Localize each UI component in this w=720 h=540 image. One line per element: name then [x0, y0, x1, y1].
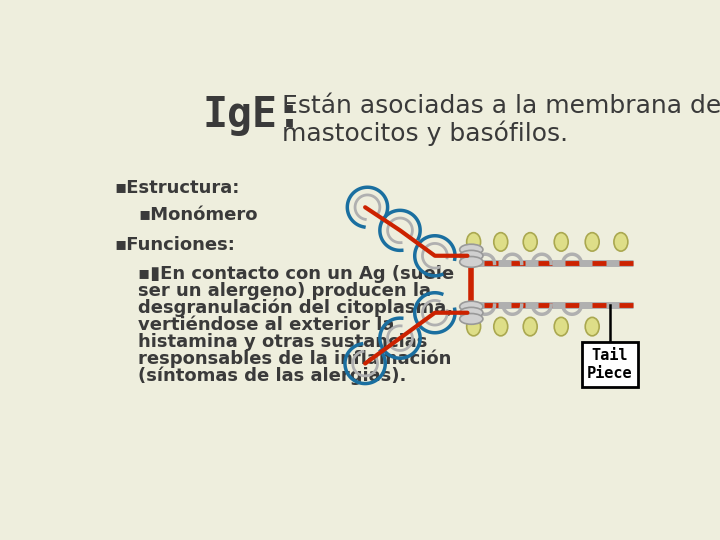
Text: vertiéndose al exterior la: vertiéndose al exterior la — [138, 316, 395, 334]
Text: ▪Funciones:: ▪Funciones: — [114, 236, 235, 254]
Text: desgranulación del citoplasma,: desgranulación del citoplasma, — [138, 299, 453, 318]
Text: ▪▮En contacto con un Ag (suele: ▪▮En contacto con un Ag (suele — [138, 265, 454, 283]
Text: ser un alergeno) producen la: ser un alergeno) producen la — [138, 282, 431, 300]
Text: ▪Monómero: ▪Monómero — [138, 206, 258, 224]
Ellipse shape — [459, 301, 483, 312]
Ellipse shape — [494, 318, 508, 336]
Text: mastocitos y basófilos.: mastocitos y basófilos. — [282, 120, 568, 146]
Text: IgE:: IgE: — [202, 94, 302, 136]
Bar — [582, 342, 638, 387]
Ellipse shape — [585, 233, 599, 251]
Ellipse shape — [459, 256, 483, 267]
Text: Tail
Piece: Tail Piece — [588, 348, 633, 381]
Ellipse shape — [554, 233, 568, 251]
Text: responsables de la inflamación: responsables de la inflamación — [138, 350, 451, 368]
Ellipse shape — [467, 233, 481, 251]
Ellipse shape — [554, 318, 568, 336]
Text: histamina y otras sustancias: histamina y otras sustancias — [138, 333, 428, 351]
Ellipse shape — [459, 314, 483, 325]
Text: (síntomas de las alergias).: (síntomas de las alergias). — [138, 367, 406, 385]
Ellipse shape — [494, 233, 508, 251]
Ellipse shape — [614, 233, 628, 251]
Ellipse shape — [459, 244, 483, 255]
Ellipse shape — [523, 233, 537, 251]
Ellipse shape — [459, 251, 483, 261]
Text: Están asociadas a la membrana de: Están asociadas a la membrana de — [282, 94, 720, 118]
Text: ▪Estructura:: ▪Estructura: — [114, 179, 240, 197]
Ellipse shape — [467, 318, 481, 336]
Ellipse shape — [523, 318, 537, 336]
Ellipse shape — [459, 307, 483, 318]
Ellipse shape — [585, 318, 599, 336]
